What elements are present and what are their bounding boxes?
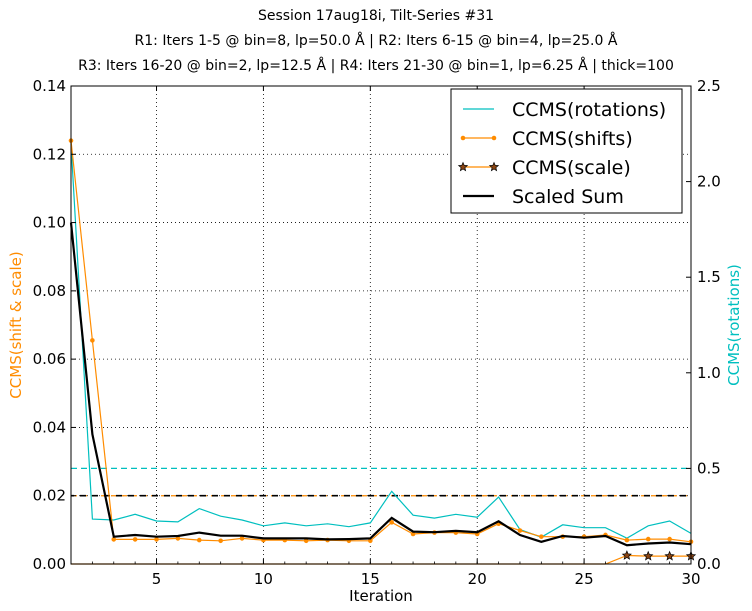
legend-box [450, 88, 683, 214]
series-1-point [132, 537, 138, 542]
y-right-tick-label: 0.0 [697, 555, 721, 573]
series-1-point [154, 537, 159, 542]
series-1-point [539, 534, 544, 539]
y-left-tick-label: 0.12 [33, 145, 66, 163]
y-left-tick-label: 0.10 [33, 214, 66, 232]
x-tick-label: 30 [681, 570, 700, 588]
y-right-tick-label: 2.0 [697, 173, 721, 191]
plot-frame [70, 85, 692, 565]
y-left-tick-label: 0.06 [33, 350, 66, 368]
y-left-axis-label: CCMS(shift & scale) [7, 251, 25, 398]
x-tick-label: 20 [468, 570, 487, 588]
series-1-point [196, 537, 202, 543]
x-tick-label: 5 [152, 570, 162, 588]
y-left-tick-label: 0.14 [33, 77, 66, 95]
series-1-point [90, 338, 95, 343]
x-tick-label: 15 [361, 570, 380, 588]
y-right-tick-label: 1.5 [697, 268, 721, 286]
y-right-tick-label: 2.5 [697, 77, 721, 95]
series-1-point [368, 538, 373, 544]
series-1-point [667, 536, 672, 542]
series-1-point [624, 537, 630, 543]
y-left-tick-label: 0.08 [33, 282, 66, 300]
y-left-tick-label: 0.00 [33, 555, 66, 573]
series-2-star-point [664, 550, 675, 561]
chart-title-line-2: R1: Iters 1-5 @ bin=8, lp=50.0 Å | R2: I… [134, 33, 618, 49]
y-right-tick-label: 0.5 [697, 459, 721, 477]
y-right-axis-label: CCMS(rotations) [725, 264, 743, 386]
x-tick-label: 10 [254, 570, 273, 588]
legend-marker-2 [457, 161, 469, 172]
series-1-point [517, 528, 523, 533]
series-1-point [239, 536, 245, 541]
legend-marker-2 [488, 161, 500, 172]
legend-label-1: CCMS(shifts) [512, 128, 633, 150]
series-1-point [111, 537, 117, 542]
legend-label-3: Scaled Sum [512, 186, 624, 208]
legend-marker-1 [491, 135, 497, 141]
series-line-3 [69, 222, 692, 547]
series-1-point [303, 538, 309, 544]
series-2-star-point [643, 550, 654, 561]
x-axis-label: Iteration [349, 587, 413, 605]
x-tick-label: 25 [575, 570, 594, 588]
chart-title-line-3: R3: Iters 16-20 @ bin=2, lp=12.5 Å | R4:… [78, 58, 674, 74]
series-1-point [175, 536, 181, 541]
legend-label-0: CCMS(rotations) [512, 99, 666, 121]
chart-title-line-1: Session 17aug18i, Tilt-Series #31 [257, 8, 495, 24]
legend-label-2: CCMS(scale) [512, 157, 631, 179]
series-1-point [645, 536, 651, 542]
y-left-tick-label: 0.04 [33, 418, 66, 436]
series-1-point [410, 531, 416, 537]
series-1-point [389, 520, 394, 525]
series-2-star-point [621, 550, 632, 560]
series-1-point [218, 538, 223, 544]
y-left-tick-label: 0.02 [33, 487, 66, 505]
y-right-tick-label: 1.0 [697, 364, 721, 382]
series-line-0 [70, 143, 692, 539]
legend-marker-1 [460, 135, 466, 141]
